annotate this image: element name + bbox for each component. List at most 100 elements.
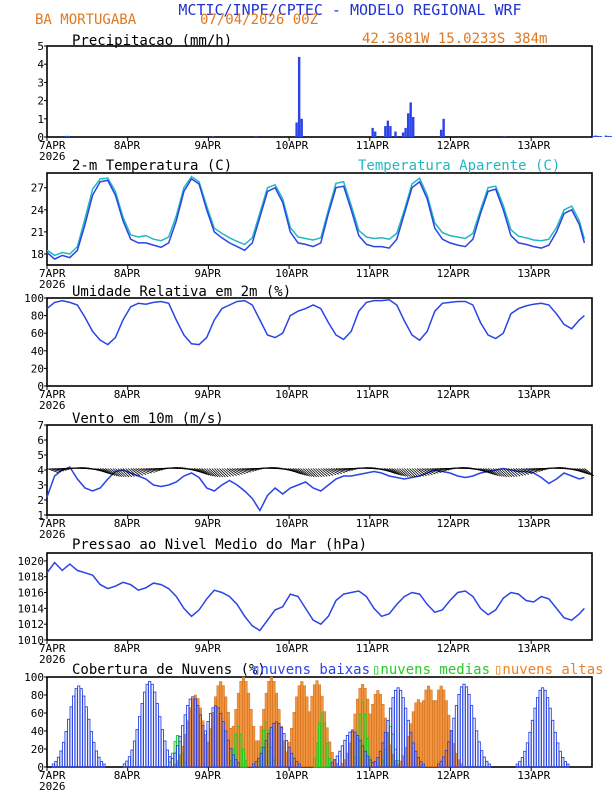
cloud-high-bar: [295, 697, 298, 767]
cloud-low-bar: [90, 732, 92, 767]
cloud-year: 2026: [39, 780, 66, 792]
rh-xtick: 8APR: [114, 388, 141, 401]
temp-xtick: 11APR: [356, 267, 389, 280]
precip-bar: [389, 126, 391, 137]
cloud-high-bar: [311, 696, 314, 767]
cloud-low-bar: [481, 751, 483, 767]
precip-bar: [67, 136, 69, 137]
wind-xtick: 11APR: [356, 517, 389, 530]
cloud-title: Cobertura de Nuvens (%): [72, 662, 266, 678]
precip-bar: [592, 136, 594, 137]
cloud-ytick: 100: [24, 671, 44, 684]
cloud-low-bar: [55, 761, 57, 767]
cloud-high-bar: [437, 690, 440, 767]
precip-bar: [597, 136, 599, 137]
pres-year: 2026: [39, 653, 66, 666]
rh-xtick: 11APR: [356, 388, 389, 401]
precip-frame: [47, 46, 592, 137]
precip-xtick: 9APR: [194, 139, 221, 152]
cloud-low-bar: [460, 687, 462, 767]
cloud-low-bar: [486, 761, 488, 767]
wind-ytick: 2: [37, 494, 44, 507]
cloud-low-bar: [151, 684, 153, 767]
pres-xtick: 10APR: [275, 642, 308, 655]
precip-bar: [255, 136, 257, 137]
run-date: 07/04/2026 00Z: [200, 12, 318, 28]
temp-xtick: 13APR: [517, 267, 550, 280]
temp-year: 2026: [39, 278, 66, 291]
cloud-low-bar: [159, 717, 161, 767]
cloud-low-bar: [559, 751, 561, 767]
rh-ytick: 80: [31, 310, 44, 323]
cloud-low-bar: [126, 761, 128, 767]
cloud-high-bar: [420, 703, 423, 767]
cloud-low-bar: [339, 751, 341, 767]
cloud-low-bar: [544, 690, 546, 767]
cloud-low-bar: [536, 698, 538, 767]
pres-xtick: 8APR: [114, 642, 141, 655]
cloud-low-bar: [67, 719, 69, 767]
cloud-low-bar: [164, 741, 166, 767]
pres-frame: [47, 553, 592, 640]
wind-xtick: 10APR: [275, 517, 308, 530]
cloud-high-bar: [440, 686, 443, 767]
wind-xtick: 8APR: [114, 517, 141, 530]
cloud-low-bar: [476, 731, 478, 767]
precip-bar: [374, 132, 376, 137]
cloud-high-bar: [427, 686, 430, 767]
precip-xtick: 13APR: [517, 139, 550, 152]
precip-bar: [394, 132, 396, 137]
cloud-low-bar: [73, 696, 75, 767]
cloud-ytick: 60: [31, 707, 44, 720]
cloud-low-bar: [133, 741, 135, 767]
cloud-low-bar: [52, 764, 54, 767]
cloud-high-bar: [306, 697, 309, 767]
wind-ytick: 4: [37, 464, 44, 477]
cloud-low-bar: [471, 706, 473, 767]
cloud-low-bar: [131, 750, 133, 767]
wind-year: 2026: [39, 528, 66, 541]
precip-bar: [407, 113, 409, 137]
cloud-high-bar: [313, 685, 316, 767]
cloud-high-bar: [422, 701, 425, 767]
cloud-high-bar: [430, 690, 433, 767]
precip-year: 2026: [39, 150, 66, 163]
cloud-low-bar: [88, 719, 90, 767]
rh-xtick: 13APR: [517, 388, 550, 401]
precip-title: Precipitacao (mm/h): [72, 33, 232, 49]
cloud-low-bar: [458, 694, 460, 767]
cloud-low-bar: [516, 764, 518, 767]
cloud-low-bar: [161, 730, 163, 767]
cloud-low-bar: [146, 684, 148, 767]
cloud-low-bar: [65, 732, 67, 767]
temp-xtick: 9APR: [194, 267, 221, 280]
cloud-low-bar: [524, 751, 526, 767]
precip-bar: [404, 128, 406, 137]
temp-ytick: 27: [31, 182, 44, 195]
cloud-xtick: 13APR: [517, 769, 550, 782]
cloud-low-bar: [60, 751, 62, 767]
precip-xtick: 10APR: [275, 139, 308, 152]
cloud-high-bar: [298, 686, 301, 767]
cloud-low-bar: [463, 684, 465, 767]
cloud-low-bar: [136, 730, 138, 767]
legend-low: ▯nuvens baixas: [252, 662, 370, 678]
cloud-low-bar: [78, 686, 80, 767]
cloud-low-bar: [95, 751, 97, 767]
cloud-high-bar: [250, 709, 253, 767]
panel-pres: Pressao ao Nivel Medio do Mar (hPa)10101…: [18, 537, 593, 666]
cloud-ytick: 80: [31, 689, 44, 702]
precip-xtick: 8APR: [114, 139, 141, 152]
pres-ytick: 1016: [18, 587, 45, 600]
cloud-low-bar: [62, 742, 64, 767]
temp-title: 2-m Temperatura (C): [72, 158, 232, 174]
rh-ytick: 60: [31, 327, 44, 340]
panel-rh: Umidade Relativa em 2m (%)0204060801007A…: [24, 284, 592, 412]
cloud-low-bar: [397, 688, 399, 767]
precip-bar: [65, 136, 67, 137]
pres-xtick: 13APR: [517, 642, 550, 655]
cloud-low-bar: [138, 717, 140, 767]
